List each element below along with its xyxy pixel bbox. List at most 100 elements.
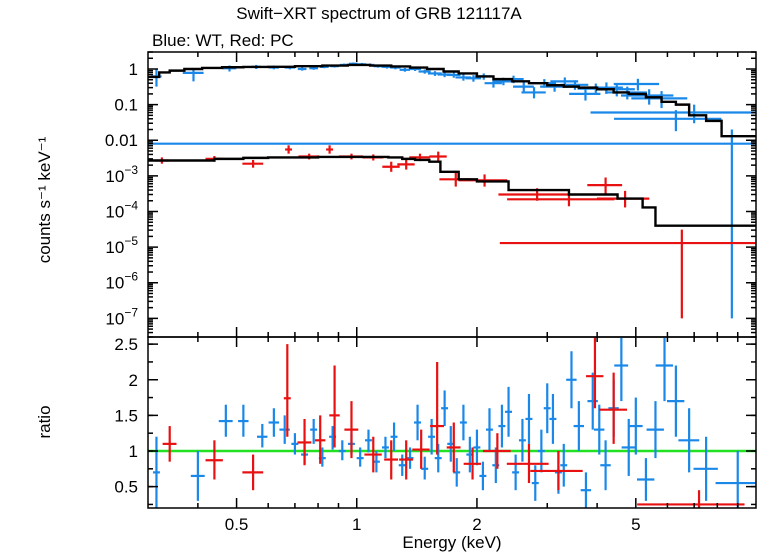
- data-point: [573, 401, 584, 451]
- data-point: [238, 404, 249, 437]
- data-point: [152, 436, 160, 508]
- data-point: [242, 159, 264, 168]
- series-wt: [152, 337, 756, 508]
- data-point: [512, 454, 520, 491]
- x-axis-label: Energy (keV): [402, 533, 502, 552]
- data-point: [587, 177, 623, 194]
- data-point: [521, 87, 546, 99]
- plot-area: [148, 62, 756, 319]
- data-point: [428, 418, 436, 455]
- data-point: [399, 440, 414, 480]
- y-tick-label: 1.5: [114, 406, 138, 425]
- chart-title: Swift−XRT spectrum of GRB 121117A: [236, 4, 522, 23]
- data-point: [412, 429, 430, 469]
- data-point: [326, 145, 334, 154]
- data-point: [398, 454, 406, 476]
- data-point: [257, 423, 268, 448]
- data-point: [560, 443, 568, 487]
- data-point: [446, 422, 461, 473]
- y-tick-label: 10−7: [105, 305, 138, 328]
- data-point: [463, 447, 482, 480]
- y-tick-label: 10−6: [105, 270, 138, 293]
- data-point: [268, 408, 279, 437]
- data-point: [498, 404, 506, 448]
- data-point: [715, 451, 756, 508]
- data-point: [148, 129, 756, 319]
- data-point: [459, 404, 467, 441]
- data-point: [479, 461, 487, 491]
- model-pc: [148, 155, 756, 227]
- model-wt: [148, 63, 756, 138]
- data-point: [364, 429, 372, 453]
- panel-frame: [147, 336, 757, 509]
- data-point: [593, 404, 605, 455]
- data-point: [549, 394, 557, 444]
- data-point: [590, 104, 756, 124]
- data-point: [162, 426, 177, 462]
- spectrum-panel: 1 0.1 0.01 10−3 10−4 10−5 10−6 10−7: [105, 51, 757, 338]
- data-point: [518, 418, 526, 462]
- y-tick-label: 2.5: [114, 335, 138, 354]
- x-axis: [197, 52, 739, 337]
- data-point: [283, 344, 291, 437]
- y-tick-label: 10−5: [105, 234, 138, 257]
- data-point: [338, 440, 346, 461]
- y-tick-exponent: −4: [124, 198, 138, 212]
- y-tick-label: 10−3: [105, 163, 138, 186]
- data-point: [381, 436, 389, 459]
- y-tick-label: 1: [129, 442, 138, 461]
- data-point: [414, 404, 421, 441]
- data-point: [441, 390, 449, 427]
- data-point: [537, 429, 545, 473]
- data-point: [482, 433, 511, 469]
- y-tick-label: 0.1: [114, 96, 138, 115]
- y-tick-label: 10−4: [105, 198, 138, 221]
- data-point: [499, 229, 756, 319]
- data-point: [297, 67, 307, 71]
- data-point: [297, 418, 312, 466]
- y-tick-exponent: −3: [124, 163, 138, 177]
- data-point: [513, 82, 534, 92]
- data-point: [678, 408, 700, 473]
- y-tick-label: 0.01: [105, 131, 138, 150]
- data-point: [614, 110, 722, 132]
- data-point: [344, 401, 359, 459]
- data-point: [505, 386, 512, 437]
- chart-subtitle: Blue: WT, Red: PC: [152, 31, 294, 50]
- data-point: [182, 68, 204, 82]
- y-tick-exponent: −6: [124, 270, 138, 284]
- y-axis: [148, 343, 756, 506]
- data-point: [242, 454, 264, 491]
- data-point: [586, 337, 604, 409]
- data-point: [382, 161, 400, 172]
- x-tick-label: 5: [631, 515, 640, 534]
- ratio-panel: 0.5 1 2 5 0.5 1 1.5 2 2.5: [114, 335, 757, 534]
- data-point: [310, 418, 318, 444]
- data-point: [587, 372, 598, 430]
- data-point: [637, 458, 655, 501]
- data-point: [646, 401, 664, 459]
- data-point: [364, 436, 382, 473]
- data-point: [621, 418, 636, 476]
- data-point: [465, 75, 482, 82]
- data-point: [613, 78, 660, 91]
- data-point: [329, 365, 340, 448]
- y-tick-label: 0.5: [114, 478, 138, 497]
- data-point: [484, 79, 502, 88]
- data-point: [390, 422, 398, 451]
- data-point: [418, 69, 431, 74]
- data-point: [218, 404, 233, 437]
- y-tick-exponent: −5: [124, 234, 138, 248]
- data-point: [285, 145, 293, 154]
- data-point: [485, 408, 493, 451]
- data-point: [693, 436, 718, 501]
- data-point: [543, 383, 551, 434]
- x-tick-label: 0.5: [225, 515, 249, 534]
- data-point: [205, 440, 223, 480]
- data-point: [566, 351, 577, 409]
- data-point: [525, 394, 533, 444]
- data-point: [430, 361, 444, 455]
- series-pc: [162, 337, 745, 508]
- data-point: [600, 440, 611, 491]
